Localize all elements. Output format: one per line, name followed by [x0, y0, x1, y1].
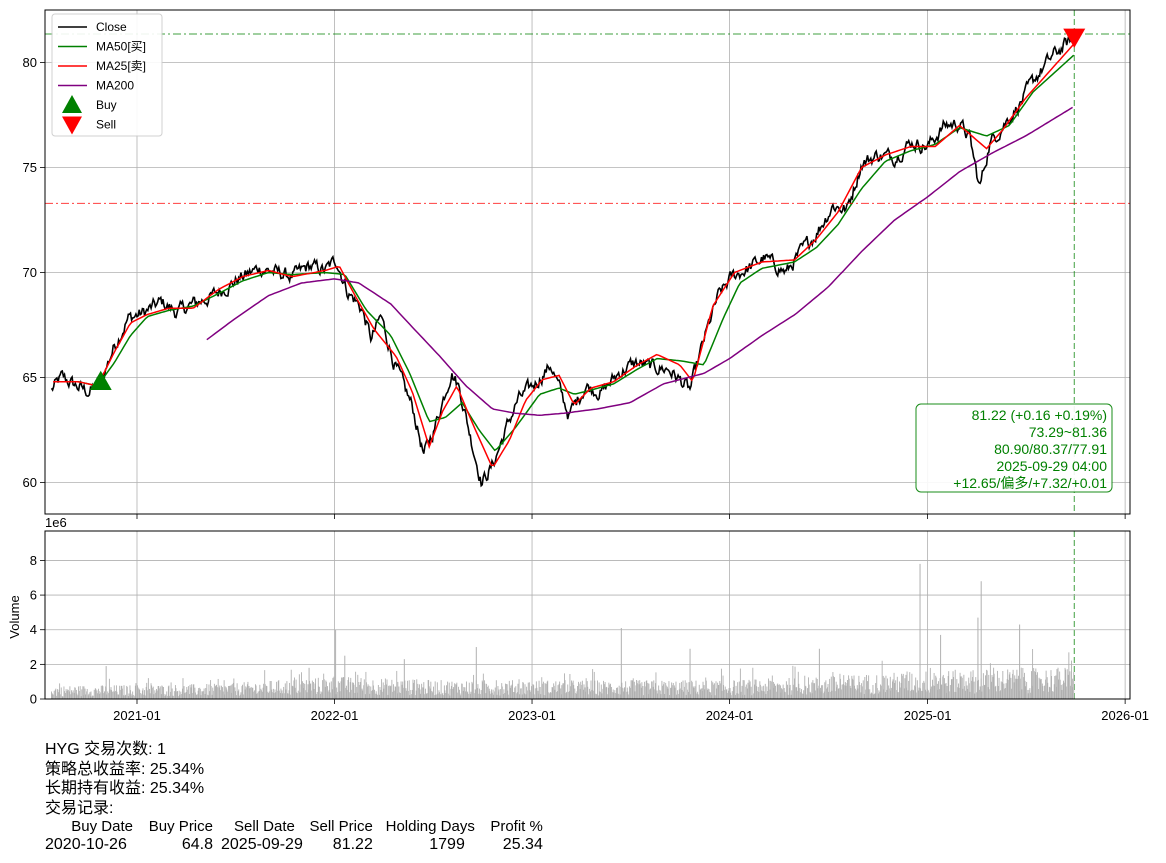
hold-return: 长期持有收益: 25.34%	[45, 780, 205, 797]
volume-scale-label: 1e6	[45, 515, 67, 530]
header-holding-days: Holding Days	[385, 818, 475, 835]
trade-holding-days: 1799	[429, 836, 465, 853]
header-buy-price: Buy Price	[148, 818, 213, 835]
volume-bars	[51, 563, 1075, 699]
volume-grid	[45, 531, 1130, 700]
volume-x-tick-label-4: 2025-01	[904, 708, 952, 723]
volume-y-tick-label-4: 8	[30, 553, 37, 568]
legend-label-5: Sell	[96, 118, 116, 132]
legend-label-0: Close	[96, 20, 127, 34]
price-y-axis: 60 65 70 75 80	[23, 55, 45, 490]
legend-marker-4	[62, 95, 82, 113]
volume-x-axis: 2021-01 2022-01 2023-01 2024-01 2025-01 2026-…	[113, 699, 1149, 723]
price-axes-frame	[44, 9, 1131, 515]
strategy-return: 策略总收益率: 25.34%	[45, 760, 205, 778]
header-buy-date: Buy Date	[71, 818, 133, 835]
info-line-3: 2025-09-29 04:00	[996, 458, 1107, 474]
volume-x-tick-label-3: 2024-01	[706, 708, 754, 723]
trade-table: Buy Date Buy Price Sell Date Sell Price …	[45, 818, 543, 854]
volume-y-tick-label-0: 0	[30, 692, 37, 707]
volume-x-tick-label-2: 2023-01	[508, 708, 556, 723]
volume-x-tick-label-5: 2026-01	[1101, 708, 1149, 723]
price-panel: 60 65 70 75 80 Close MA50[买] MA25[卖] MA200 Buy Se…	[23, 9, 1131, 699]
legend-label-3: MA200	[96, 79, 134, 93]
series-line-2	[53, 44, 1074, 467]
header-sell-date: Sell Date	[233, 818, 295, 835]
trade-count: HYG 交易次数: 1	[45, 741, 166, 758]
trade-row: 2020-10-26 64.8 2025-09-29 81.22 1799 25…	[45, 836, 543, 854]
trade-buy-price: 64.8	[181, 836, 213, 853]
info-line-4: +12.65/偏多/+7.32/+0.01	[953, 475, 1107, 491]
legend-label-1: MA50[买]	[96, 40, 146, 54]
info-box-frame	[915, 403, 1113, 493]
price-y-tick-label-4: 80	[23, 55, 37, 70]
trade-markers	[89, 28, 1086, 390]
volume-axis-label: Volume	[7, 595, 22, 638]
volume-y-tick-label-2: 4	[30, 622, 37, 637]
trade-buy-date: 2020-10-26	[45, 836, 127, 853]
legend: Close MA50[买] MA25[卖] MA200 Buy Sell	[51, 13, 163, 137]
trade-sell-price: 81.22	[332, 836, 373, 853]
volume-y-tick-label-3: 6	[30, 588, 37, 603]
trade-sell-date: 2025-09-29	[221, 836, 303, 853]
volume-y-axis: 0 2 4 6 8	[30, 553, 45, 707]
price-y-tick-label-2: 70	[23, 265, 37, 280]
volume-y-tick-label-1: 2	[30, 657, 37, 672]
price-y-tick-label-1: 65	[23, 370, 37, 385]
legend-marker-5	[62, 116, 82, 135]
records-title: 交易记录:	[45, 799, 114, 817]
legend-label-2: MA25[卖]	[96, 59, 146, 73]
volume-x-tick-label-1: 2022-01	[311, 708, 359, 723]
price-x-axis	[136, 514, 1126, 519]
legend-label-4: Buy	[96, 98, 117, 112]
info-line-1: 73.29~81.36	[1029, 424, 1107, 440]
price-reference-lines	[45, 10, 1130, 699]
sell-marker	[1063, 28, 1086, 48]
header-sell-price: Sell Price	[309, 818, 373, 835]
volume-x-tick-label-0: 2021-01	[113, 708, 161, 723]
price-y-tick-label-3: 75	[23, 160, 37, 175]
trade-table-header: Buy Date Buy Price Sell Date Sell Price …	[45, 818, 543, 836]
series-line-3	[206, 106, 1073, 417]
info-line-0: 81.22 (+0.16 +0.19%)	[972, 407, 1107, 423]
price-series	[50, 34, 1075, 488]
volume-axes-frame	[44, 530, 1131, 700]
backtest-summary: HYG 交易次数: 1 策略总收益率: 25.34% 长期持有收益: 25.34% 交…	[45, 740, 204, 818]
trade-profit: 25.34	[502, 836, 543, 853]
buy-marker	[89, 370, 112, 390]
info-box: 81.22 (+0.16 +0.19%)73.29~81.3680.90/80.…	[915, 403, 1113, 493]
price-y-tick-label-0: 60	[23, 475, 37, 490]
header-profit: Profit %	[490, 818, 543, 835]
volume-panel: 0 2 4 6 8 2021-01 2022-01 2023-01 2024-01 2025-0…	[7, 515, 1149, 723]
info-line-2: 80.90/80.37/77.91	[994, 441, 1107, 457]
legend-box	[51, 13, 163, 137]
